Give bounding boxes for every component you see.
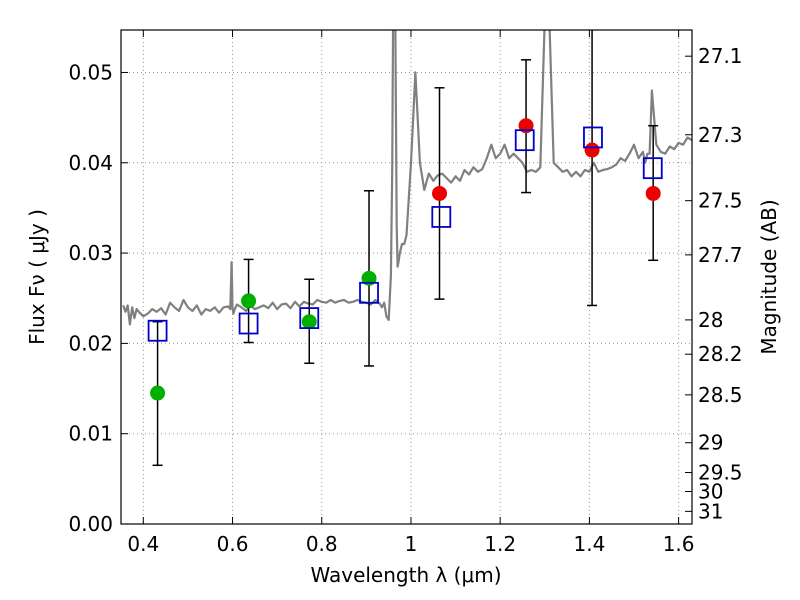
magnitude-tick-label: 28.2 <box>698 342 743 366</box>
x-tick-label: 1 <box>405 532 418 556</box>
y-tick-labels: 0.00 0.01 0.02 0.03 0.04 0.05 <box>68 60 113 536</box>
magnitude-tick-label: 28.5 <box>698 383 743 407</box>
model-square-marker <box>238 312 259 335</box>
model-square-marker <box>514 129 535 152</box>
y-tick-label: 0.04 <box>68 151 113 175</box>
plot-frame <box>120 29 693 525</box>
x-axis-label: Wavelength λ (μm) <box>310 563 501 587</box>
y-tick-label: 0.02 <box>68 331 113 355</box>
magnitude-tick-label: 27.3 <box>698 123 743 147</box>
magnitude-tick-label: 27.7 <box>698 243 743 267</box>
y2-axis-label: Magnitude (AB) <box>757 199 781 354</box>
model-square-marker <box>642 157 663 180</box>
axis-ticks <box>121 30 692 525</box>
model-square-marker <box>359 281 379 304</box>
y-tick-label: 0.01 <box>68 422 113 446</box>
magnitude-tick-label: 31 <box>698 499 723 523</box>
magnitude-tick-label: 27.5 <box>698 189 743 213</box>
magnitude-tick-label: 29.5 <box>698 461 743 485</box>
x-tick-label: 1.4 <box>573 532 605 556</box>
model-points <box>147 126 663 342</box>
red-data-point <box>432 185 448 201</box>
magnitude-tick-label: 30 <box>698 479 723 503</box>
x-tick-label: 0.4 <box>127 532 159 556</box>
magnitude-tick-label: 27.1 <box>698 44 743 68</box>
y-tick-label: 0.03 <box>68 241 113 265</box>
magnitude-tick-label: 29 <box>698 431 723 455</box>
green-data-point <box>301 314 317 330</box>
magnitude-tick-label: 28 <box>698 308 723 332</box>
red-data-point <box>645 185 661 201</box>
model-square-marker <box>299 307 320 329</box>
y-tick-label: 0.05 <box>68 60 113 84</box>
y-axis-label: Flux Fν ( μJy ) <box>25 209 49 345</box>
model-square-marker <box>431 206 452 228</box>
green-data-point <box>150 385 166 401</box>
x-tick-label: 0.8 <box>306 532 338 556</box>
x-tick-label: 0.6 <box>217 532 249 556</box>
y-tick-label: 0.00 <box>68 512 113 536</box>
red-data-point <box>584 142 600 158</box>
model-square-marker <box>147 319 168 342</box>
x-tick-label: 1.2 <box>484 532 516 556</box>
green-data-point <box>241 293 257 309</box>
x-tick-label: 1.6 <box>663 532 695 556</box>
model-square-marker <box>583 126 603 149</box>
x-tick-labels: 0.4 0.6 0.8 1 1.2 1.4 1.6 <box>127 532 694 556</box>
